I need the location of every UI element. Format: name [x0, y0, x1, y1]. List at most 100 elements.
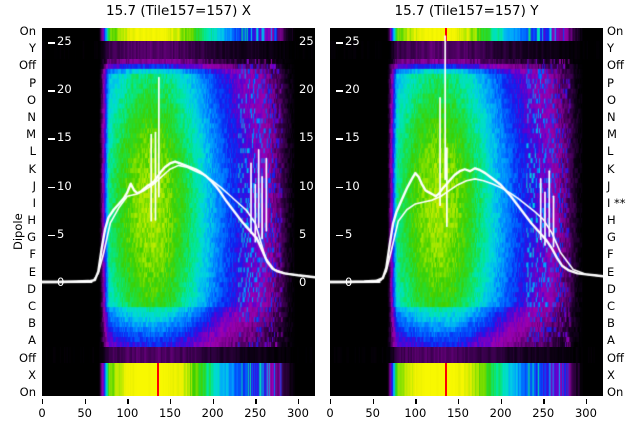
x-tick-mark — [372, 399, 375, 404]
x-tick-mark — [415, 399, 417, 404]
dipole-label-right-12: G — [607, 230, 616, 245]
dipole-label-right-11: H — [607, 213, 616, 228]
y-tick-label: 15 — [345, 130, 360, 145]
y-tick-mark — [48, 186, 55, 189]
y-tick-label-zero: 0 — [57, 275, 65, 289]
dipole-label-right-5: N — [607, 109, 616, 124]
y-tick-mark — [336, 90, 343, 92]
dipole-label-left-11: H — [27, 213, 36, 228]
x-tick-mark — [457, 399, 460, 404]
y-tick-label-mirror: 15 — [299, 130, 314, 145]
trace-overlay-y — [330, 28, 603, 396]
x-tick-label: 100 — [116, 406, 139, 420]
dipole-label-left-19: Off — [19, 350, 36, 365]
y-tick-mark — [48, 42, 55, 44]
dipole-label-right-1: Y — [607, 41, 615, 56]
dipole-label-right-16: C — [607, 299, 616, 314]
y-tick-mark — [336, 138, 343, 140]
dipole-label-right-9: J — [607, 178, 611, 193]
x-tick-label: 200 — [489, 406, 512, 420]
y-tick-mark — [336, 186, 343, 189]
dipole-label-right-17: B — [607, 316, 615, 331]
dipole-label-left-3: P — [29, 75, 36, 90]
dipole-label-left-5: N — [27, 109, 36, 124]
y-tick-label: 25 — [57, 34, 72, 48]
dipole-label-right-10: I ** — [607, 195, 626, 210]
dipole-label-left-0: On — [19, 24, 36, 38]
y-tick-label: 5 — [57, 226, 65, 241]
dipole-label-right-20: X — [607, 367, 615, 382]
dipole-label-left-4: O — [26, 92, 36, 107]
y-tick-label: 5 — [345, 226, 353, 241]
y-tick-label: 10 — [57, 178, 72, 193]
x-tick-label: 200 — [201, 406, 224, 420]
dipole-label-right-0: On — [607, 24, 624, 38]
dipole-label-right-15: D — [607, 281, 616, 296]
dipole-label-right-3: P — [607, 75, 614, 90]
y-tick-label: 15 — [57, 130, 72, 145]
dipole-label-right-8: K — [607, 161, 615, 176]
x-tick-mark — [543, 399, 545, 404]
dipole-label-right-2: Off — [607, 58, 624, 73]
x-tick-label: 50 — [77, 406, 92, 420]
x-tick-mark — [500, 399, 503, 404]
plot-area-x[interactable] — [42, 28, 315, 396]
x-tick-label: 0 — [38, 406, 46, 420]
y-tick-mark — [48, 138, 55, 140]
dipole-label-right-21: On — [607, 385, 624, 399]
y-tick-label-mirror: 0 — [299, 275, 307, 289]
dipole-label-left-12: G — [27, 230, 36, 245]
x-tick-label: 50 — [365, 406, 380, 420]
dipole-label-left-15: D — [27, 281, 36, 296]
y-tick-label-mirror: 5 — [299, 226, 307, 241]
x-tick-label: 100 — [404, 406, 427, 420]
y-tick-label-zero: 0 — [345, 275, 353, 289]
dipole-label-left-16: C — [27, 299, 36, 314]
y-tick-label-mirror: 10 — [299, 178, 314, 193]
y-tick-label: 20 — [345, 82, 360, 97]
x-tick-label: 150 — [446, 406, 469, 420]
y-axis-label: Dipole — [11, 213, 25, 250]
dipole-label-left-18: A — [28, 333, 36, 348]
x-tick-label: 250 — [532, 406, 555, 420]
x-tick-mark — [169, 399, 172, 404]
dipole-label-left-20: X — [28, 367, 36, 382]
dipole-label-left-9: J — [32, 178, 36, 193]
x-tick-mark — [127, 399, 129, 404]
x-tick-mark — [297, 399, 300, 404]
dipole-label-left-1: Y — [28, 41, 36, 56]
trace-overlay-x — [42, 28, 315, 396]
x-tick-mark — [84, 399, 87, 404]
dipole-label-right-13: F — [607, 247, 614, 262]
dipole-label-left-2: Off — [19, 58, 36, 73]
x-tick-label: 250 — [244, 406, 267, 420]
x-tick-mark — [212, 399, 215, 404]
plot-area-y[interactable] — [330, 28, 603, 396]
x-tick-label: 300 — [574, 406, 597, 420]
dipole-label-left-6: M — [26, 127, 36, 142]
x-tick-mark — [42, 399, 44, 404]
dipole-label-left-7: L — [29, 144, 36, 159]
dipole-label-right-7: L — [607, 144, 614, 159]
panel-title-y: 15.7 (Tile157=157) Y — [394, 3, 539, 19]
y-tick-label-mirror: 20 — [299, 82, 314, 97]
dipole-label-right-18: A — [607, 333, 615, 348]
dipole-label-left-14: E — [28, 264, 36, 279]
dipole-label-right-4: O — [607, 92, 617, 107]
x-tick-label: 300 — [286, 406, 309, 420]
dipole-label-left-8: K — [28, 161, 36, 176]
x-tick-mark — [255, 399, 257, 404]
dipole-label-right-14: E — [607, 264, 615, 279]
dipole-label-left-13: F — [29, 247, 36, 262]
panel-title-x: 15.7 (Tile157=157) X — [106, 3, 251, 19]
dipole-label-left-17: B — [28, 316, 36, 331]
y-tick-label: 10 — [345, 178, 360, 193]
dipole-label-right-6: M — [607, 127, 617, 142]
y-tick-label: 25 — [345, 34, 360, 48]
dipole-label-left-21: On — [19, 385, 36, 399]
x-tick-label: 150 — [158, 406, 181, 420]
dipole-label-right-19: Off — [607, 350, 624, 365]
y-tick-label-mirror: 25 — [299, 34, 314, 48]
y-tick-label: 20 — [57, 82, 72, 97]
